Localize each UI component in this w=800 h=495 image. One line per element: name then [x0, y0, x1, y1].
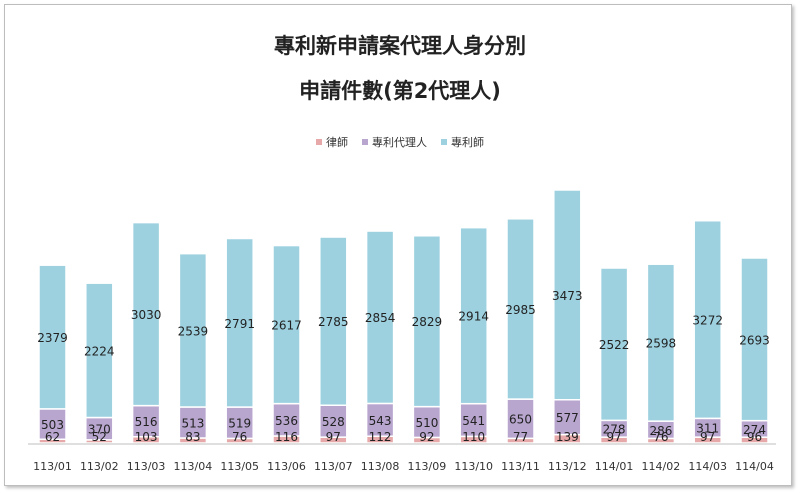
x-tick-label-113-09: 113/09 — [408, 460, 447, 473]
bar-patent-agent-113-04 — [178, 406, 208, 439]
data-label-patent-attorney-114-02: 2598 — [646, 337, 677, 351]
data-label-patent-attorney-113-04: 2539 — [178, 324, 209, 338]
x-tick-label-113-11: 113/11 — [501, 460, 540, 473]
bar-patent-agent-113-07 — [319, 404, 348, 438]
data-label-patent-attorney-113-07: 2785 — [318, 315, 349, 329]
data-label-patent-agent-113-03: 516 — [135, 415, 158, 429]
bar-patent-attorney-114-02 — [646, 263, 676, 422]
data-label-patent-agent-113-07: 528 — [322, 415, 345, 429]
data-label-patent-attorney-113-01: 2379 — [37, 331, 68, 345]
x-tick-label-113-01: 113/01 — [33, 460, 72, 473]
data-label-patent-agent-113-08: 543 — [369, 414, 392, 428]
x-tick-label-113-08: 113/08 — [361, 460, 400, 473]
data-label-patent-agent-113-05: 519 — [228, 417, 251, 431]
bar-patent-attorney-113-04 — [178, 252, 208, 408]
data-label-patent-attorney-113-06: 2617 — [271, 319, 302, 333]
data-label-patent-agent-113-12: 577 — [556, 411, 579, 425]
bar-patent-agent-113-11 — [506, 398, 535, 440]
data-label-patent-agent-114-02: 286 — [649, 424, 672, 438]
data-label-patent-agent-114-03: 311 — [696, 422, 719, 436]
bar-patent-attorney-113-01 — [38, 264, 67, 410]
bar-patent-attorney-113-05 — [225, 237, 254, 408]
data-label-lawyer-113-03: 103 — [135, 430, 158, 444]
legend-label-lawyer: 律師 — [326, 136, 348, 149]
data-label-lawyer-113-11: 77 — [513, 430, 528, 444]
x-tick-label-113-05: 113/05 — [220, 460, 259, 473]
bar-patent-attorney-113-10 — [459, 226, 488, 405]
data-label-lawyer-113-04: 83 — [185, 430, 200, 444]
legend-item-patent-agent: 專利代理人 — [362, 134, 427, 150]
data-label-lawyer-114-01: 97 — [606, 430, 621, 444]
data-label-patent-agent-113-11: 650 — [509, 413, 532, 427]
bar-patent-attorney-113-02 — [85, 282, 114, 419]
data-label-patent-agent-113-04: 513 — [181, 416, 204, 430]
x-tick-label-113-04: 113/04 — [174, 460, 213, 473]
chart-subtitle: 申請件數(第2代理人) — [299, 79, 501, 103]
data-label-patent-attorney-113-10: 2914 — [458, 310, 489, 324]
legend-item-lawyer: 律師 — [316, 134, 348, 150]
bar-patent-agent-113-12 — [553, 399, 582, 436]
bar-patent-attorney-114-04 — [740, 257, 769, 422]
bar-patent-attorney-113-09 — [412, 235, 442, 408]
x-tick-label-114-04: 114/04 — [735, 460, 774, 473]
data-label-patent-attorney-113-11: 2985 — [505, 303, 536, 317]
legend-swatch-lawyer — [316, 139, 322, 145]
x-tick-label-113-06: 113/06 — [267, 460, 306, 473]
data-label-lawyer-113-09: 92 — [419, 430, 434, 444]
data-label-patent-agent-113-01: 503 — [41, 418, 64, 432]
data-label-patent-attorney-113-03: 3030 — [131, 308, 162, 322]
data-label-lawyer-114-02: 76 — [653, 430, 668, 444]
legend-label-patent-attorney: 專利師 — [451, 136, 484, 149]
x-tick-label-113-10: 113/10 — [454, 460, 493, 473]
data-label-patent-agent-113-09: 510 — [415, 416, 438, 430]
data-label-lawyer-114-04: 96 — [747, 430, 762, 444]
bar-patent-attorney-113-08 — [365, 230, 395, 405]
data-label-patent-attorney-114-04: 2693 — [739, 333, 770, 347]
legend-label-patent-agent: 專利代理人 — [372, 136, 427, 149]
x-tick-label-113-02: 113/02 — [80, 460, 119, 473]
data-label-lawyer-113-08: 112 — [369, 430, 392, 444]
data-label-patent-attorney-113-09: 2829 — [412, 315, 443, 329]
data-label-patent-attorney-113-12: 3473 — [552, 289, 583, 303]
data-label-patent-agent-114-01: 278 — [603, 423, 626, 437]
bar-patent-attorney-113-11 — [506, 218, 535, 400]
legend-item-patent-attorney: 專利師 — [441, 134, 484, 150]
chart-title: 專利新申請案代理人身分別 — [274, 34, 526, 58]
data-label-lawyer-113-10: 110 — [462, 430, 485, 444]
data-label-patent-agent-113-06: 536 — [275, 414, 298, 428]
data-label-lawyer-113-07: 97 — [326, 430, 341, 444]
bar-patent-agent-113-08 — [365, 402, 395, 437]
x-tick-label-113-03: 113/03 — [127, 460, 166, 473]
data-label-patent-agent-113-02: 370 — [88, 423, 111, 437]
bar-patent-attorney-113-07 — [319, 236, 348, 406]
bar-patent-agent-113-05 — [225, 406, 254, 440]
x-tick-label-113-07: 113/07 — [314, 460, 353, 473]
data-label-patent-attorney-113-02: 2224 — [84, 344, 115, 358]
data-label-patent-attorney-113-05: 2791 — [224, 317, 255, 331]
bar-patent-attorney-113-06 — [272, 244, 301, 405]
bar-patent-attorney-113-03 — [131, 221, 161, 407]
data-label-patent-attorney-113-08: 2854 — [365, 311, 396, 325]
x-tick-label-114-01: 114/01 — [595, 460, 634, 473]
bar-patent-attorney-113-12 — [553, 189, 582, 401]
data-label-patent-attorney-114-03: 3272 — [692, 314, 723, 328]
data-label-lawyer-113-05: 76 — [232, 430, 247, 444]
x-tick-label-113-12: 113/12 — [548, 460, 587, 473]
bar-patent-attorney-114-03 — [693, 219, 722, 420]
data-label-lawyer-113-02: 52 — [92, 430, 107, 444]
legend-swatch-patent-attorney — [441, 139, 447, 145]
data-label-lawyer-113-06: 116 — [275, 430, 298, 444]
data-label-lawyer-113-01: 62 — [45, 430, 60, 444]
legend-swatch-patent-agent — [362, 139, 368, 145]
data-label-patent-agent-113-10: 541 — [462, 414, 485, 428]
data-label-patent-agent-114-04: 274 — [743, 423, 766, 437]
x-tick-label-114-02: 114/02 — [642, 460, 681, 473]
x-tick-label-114-03: 114/03 — [688, 460, 727, 473]
bar-patent-attorney-114-01 — [599, 267, 629, 422]
data-label-lawyer-114-03: 97 — [700, 430, 715, 444]
legend: 律師 專利代理人 專利師 — [0, 134, 800, 150]
data-label-lawyer-113-12: 139 — [556, 430, 579, 444]
data-label-patent-attorney-114-01: 2522 — [599, 338, 630, 352]
